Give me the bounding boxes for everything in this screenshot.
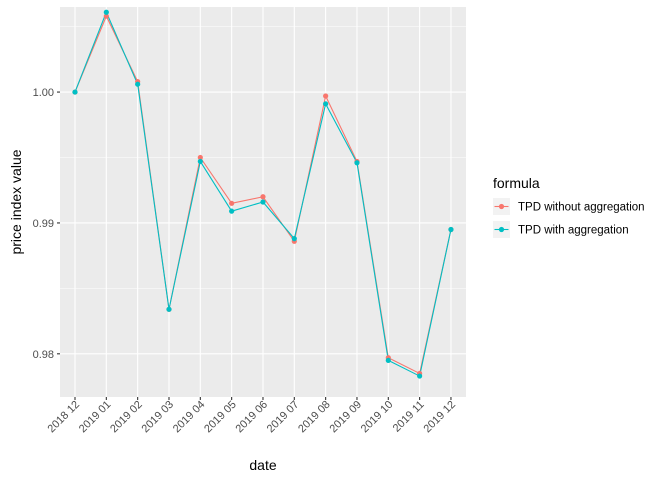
series-layer: [72, 9, 454, 379]
series-1-point-0: [72, 89, 78, 95]
y-tick-label-0: 0.98: [33, 349, 54, 361]
x-tick-label-4: 2019 04: [171, 399, 208, 436]
legend-label-0: TPD without aggregation: [518, 202, 645, 214]
series-1-point-12: [448, 226, 454, 233]
series-1-point-3: [166, 306, 172, 312]
series-1-point-6: [260, 199, 266, 205]
series-1-point-5: [229, 208, 235, 214]
y-tick-label-2: 1.00: [33, 87, 54, 99]
series-1-point-11: [417, 373, 423, 379]
series-1-point-7: [291, 236, 297, 242]
series-0-point-1: [103, 13, 109, 19]
y-tick-label-1: 0.99: [33, 218, 54, 230]
x-tick-label-7: 2019 07: [265, 399, 302, 436]
series-1-point-4: [197, 158, 203, 165]
legend-title: formula: [493, 175, 540, 191]
x-tick-label-10: 2019 10: [359, 399, 396, 436]
series-1-point-8: [323, 101, 329, 107]
series-0-point-4: [197, 154, 203, 161]
series-0-point-5: [229, 200, 235, 206]
x-tick-label-0: 2018 12: [46, 399, 83, 436]
legend-key-point-0: [498, 203, 505, 210]
legend-label-1: TPD with aggregation: [518, 225, 629, 237]
y-axis-title: price index value: [8, 149, 24, 254]
x-axis-title: date: [249, 457, 276, 473]
x-tick-label-6: 2019 06: [233, 399, 270, 436]
series-1-point-9: [354, 160, 360, 166]
series-0-point-6: [260, 194, 266, 200]
y-axis: 0.98 0.99 1.00: [33, 87, 60, 361]
x-tick-label-12: 2019 12: [421, 399, 458, 436]
x-tick-label-2: 2019 02: [108, 399, 145, 436]
grid-major: [60, 7, 466, 397]
series-1-point-10: [385, 357, 391, 363]
x-tick-label-3: 2019 03: [140, 399, 177, 436]
series-0-point-8: [323, 93, 329, 99]
legend-key-point-1: [498, 226, 505, 233]
series-1-point-1: [103, 9, 109, 15]
x-tick-label-11: 2019 11: [391, 399, 427, 435]
series-1-point-2: [135, 81, 141, 87]
x-tick-label-1: 2019 01: [77, 399, 114, 436]
x-tick-label-8: 2019 08: [296, 399, 333, 436]
legend: formula TPD without aggregation TPD with …: [493, 175, 645, 238]
x-tick-label-9: 2019 09: [327, 399, 364, 436]
x-tick-label-5: 2019 05: [202, 399, 239, 436]
